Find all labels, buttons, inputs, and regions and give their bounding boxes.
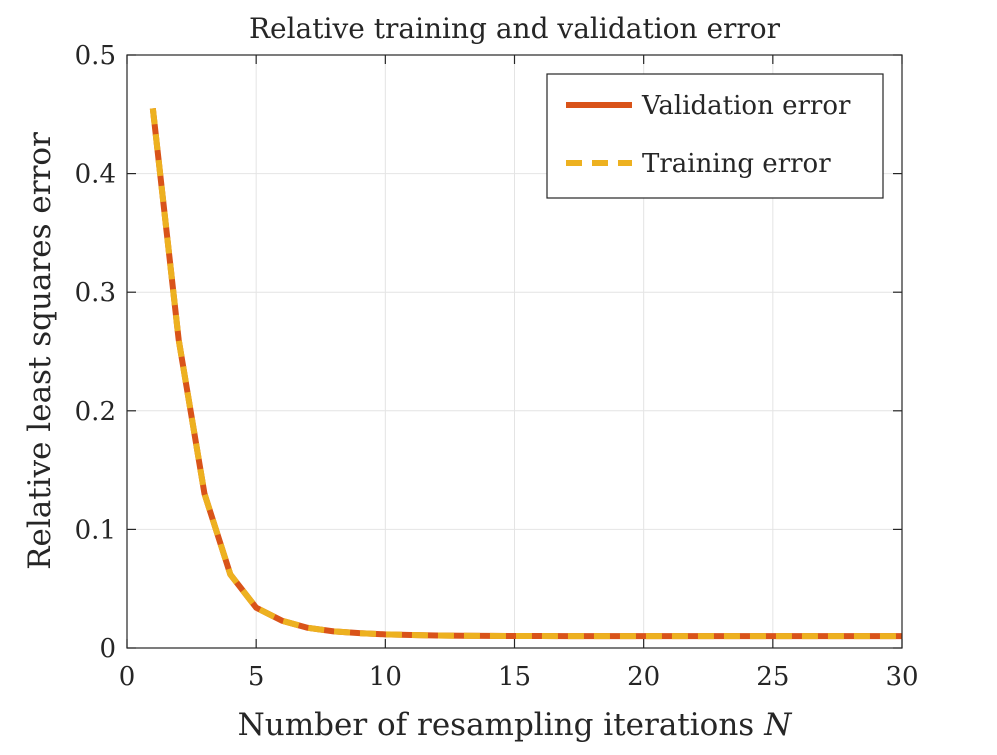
y-axis-label: Relative least squares error [22, 132, 58, 570]
x-tick-label: 10 [369, 662, 402, 692]
y-tick-label: 0.4 [75, 160, 116, 190]
legend-box [546, 73, 884, 199]
chart-title: Relative training and validation error [249, 12, 781, 45]
x-axis-label: Number of resampling iterations N [238, 707, 794, 743]
x-tick-label: 5 [248, 662, 265, 692]
series-line-training-error [149, 108, 902, 640]
tick-marks [126, 54, 903, 649]
legend-label-validation: Validation error [641, 91, 851, 121]
y-tick-label: 0 [99, 634, 116, 664]
y-tick-label: 0.2 [75, 397, 116, 427]
x-tick-label: 15 [498, 662, 531, 692]
series-layer [149, 108, 902, 640]
x-axis-label-var: N [763, 707, 793, 743]
x-tick-label: 25 [756, 662, 789, 692]
x-tick-label: 0 [119, 662, 136, 692]
y-tick-label: 0.5 [75, 41, 116, 71]
y-tick-label: 0.3 [75, 278, 116, 308]
legend: Validation error Training error [546, 73, 884, 199]
tick-labels: 0 5 10 15 20 25 30 0 0.1 0.2 0.3 0.4 0.5 [75, 41, 919, 692]
y-tick-label: 0.1 [75, 515, 116, 545]
legend-label-training: Training error [642, 149, 831, 179]
x-tick-label: 20 [627, 662, 660, 692]
x-tick-label: 30 [885, 662, 918, 692]
x-axis-label-text: Number of resampling iterations [238, 707, 755, 743]
